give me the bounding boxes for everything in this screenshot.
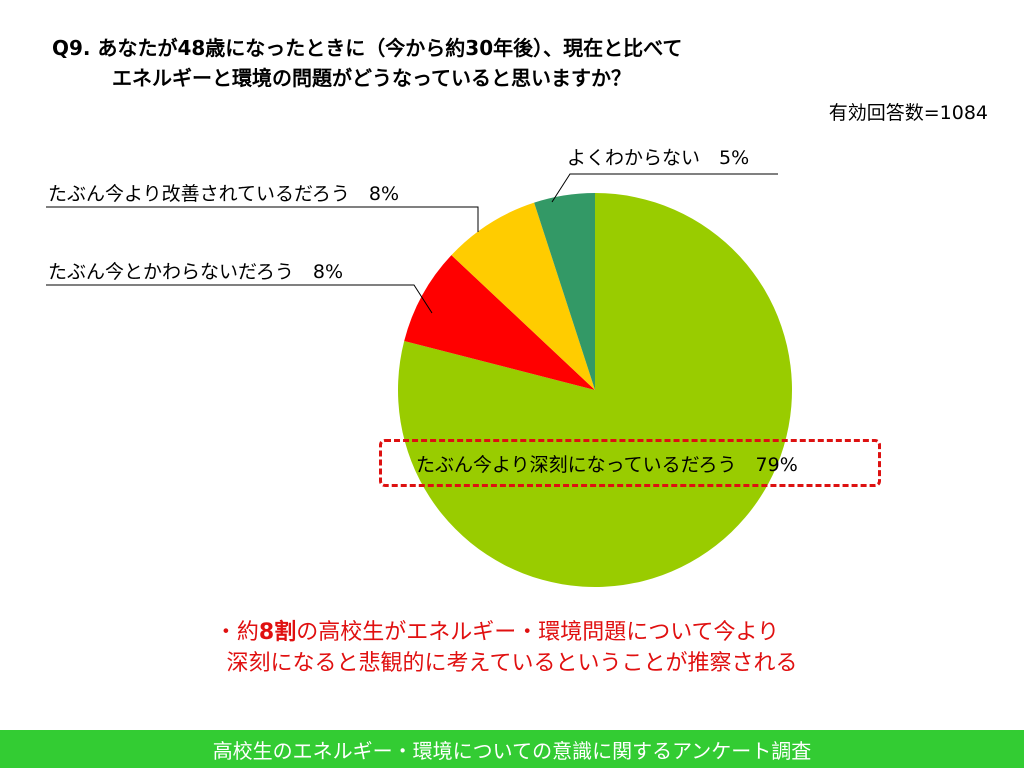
slice-label-improve: たぶん今より改善されているだろう 8%: [48, 183, 399, 205]
conclusion-line-2: 深刻になると悲観的に考えているということが推察される: [226, 651, 798, 676]
sample-size-label: 有効回答数=1084: [828, 102, 988, 124]
conclusion-line-1: ・約8割の高校生がエネルギー・環境問題について今より: [0, 614, 1024, 646]
question-line-2: エネルギーと環境の問題がどうなっていると思いますか？: [112, 66, 631, 90]
leader-lines: [46, 173, 778, 314]
footer-text: 高校生のエネルギー・環境についての意識に関するアンケート調査: [212, 738, 812, 763]
leader-line-unchanged: [46, 284, 433, 314]
pie-slice-unknown: [534, 193, 595, 390]
leader-line-improve: [46, 206, 479, 232]
highlight-box: [379, 439, 881, 487]
footer-banner: 高校生のエネルギー・環境についての意識に関するアンケート調査: [0, 730, 1024, 768]
conclusion-prefix: ・約: [214, 620, 259, 645]
conclusion-suffix: の高校生がエネルギー・環境問題について今より: [296, 620, 780, 645]
leader-line-unknown: [551, 173, 778, 203]
conclusion-emphasis: 8割: [258, 620, 297, 645]
slice-label-unknown: よくわからない 5%: [567, 147, 749, 169]
pie-slices: [398, 193, 792, 587]
slice-label-worse: たぶん今より深刻になっているだろう 79%: [416, 454, 798, 476]
question-line-1: Q9. あなたが48歳になったときに（今から約30年後）、現在と比べて: [52, 36, 683, 60]
slice-label-unchanged: たぶん今とかわらないだろう 8%: [48, 261, 343, 283]
pie-slice-unchanged: [404, 255, 595, 390]
pie-chart: たぶん今より改善されているだろう 8% たぶん今とかわらないだろう 8% よくわ…: [46, 147, 798, 587]
pie-slice-improve: [451, 202, 595, 390]
